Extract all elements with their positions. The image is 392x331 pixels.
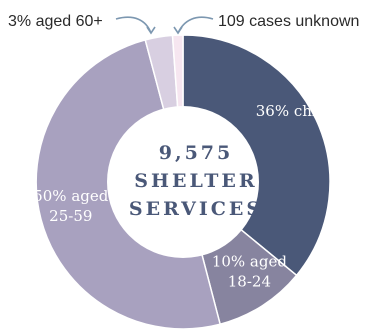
donut-slice [182, 34, 331, 277]
slice-labels: 36% children 10% aged 18-24 50% aged 25-59 3%… [8, 13, 359, 290]
center-line-shelter: SHELTER [134, 170, 257, 192]
outside-slice-label: 3% aged 60+ [8, 13, 103, 30]
slice-label: 36% children [256, 102, 357, 120]
leader-arrowhead [173, 26, 183, 35]
leader-arrowhead [146, 26, 156, 35]
center-line-services: SERVICES [129, 198, 263, 220]
leader-line [115, 16, 152, 34]
slice-label: 50% aged 25-59 [33, 187, 109, 225]
slice-label: 10% aged 18-24 [212, 252, 288, 290]
center-total: 9,575 [159, 142, 234, 164]
outside-slice-label: 109 cases unknown [218, 13, 359, 30]
donut-hole [107, 106, 259, 258]
leader-line [177, 16, 214, 34]
